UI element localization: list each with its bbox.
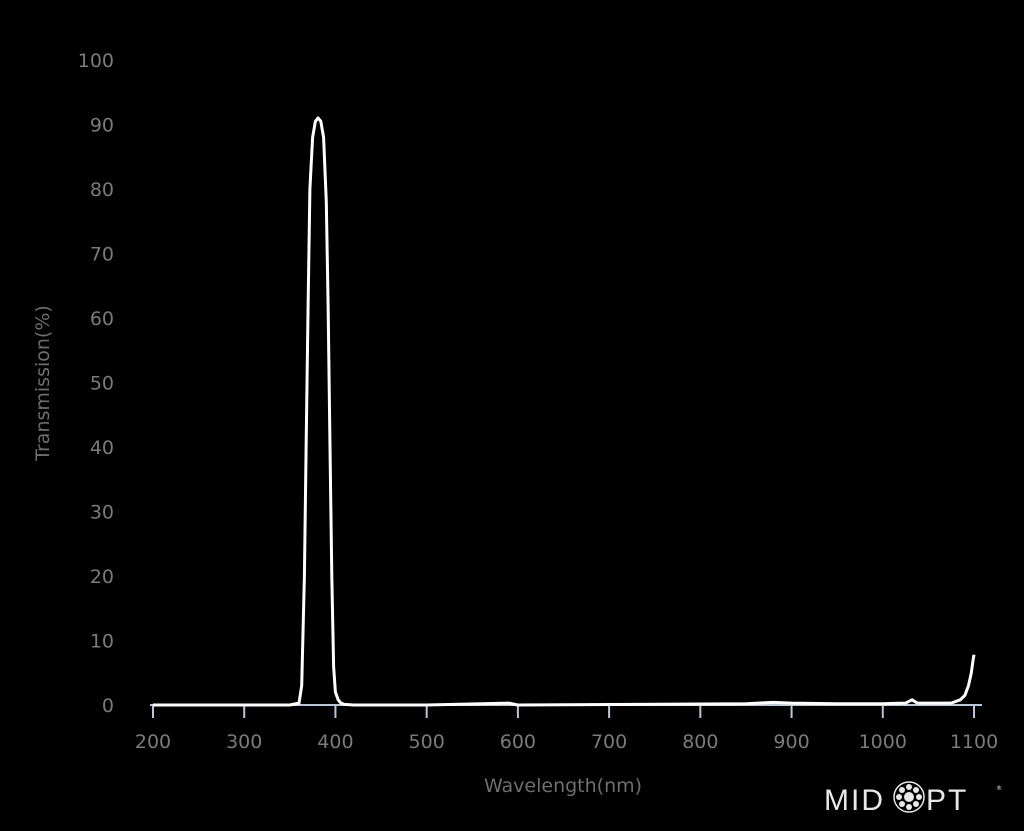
x-axis-title: Wavelength(nm) <box>484 775 642 797</box>
x-tick-label: 800 <box>682 731 718 753</box>
y-tick-label: 80 <box>90 179 114 201</box>
x-tick-label: 700 <box>591 731 627 753</box>
svg-text:®: ® <box>996 785 1002 792</box>
x-tick-label: 500 <box>409 731 445 753</box>
x-tick-label: 1000 <box>859 731 907 753</box>
x-axis-ticks: 200 300 400 500 600 700 800 900 1000 1100 <box>135 705 998 753</box>
x-tick-label: 300 <box>226 731 262 753</box>
x-tick-label: 400 <box>317 731 353 753</box>
y-tick-label: 90 <box>90 115 114 137</box>
svg-text:PT: PT <box>926 784 968 817</box>
x-tick-label: 200 <box>135 731 171 753</box>
y-tick-label: 10 <box>90 631 114 653</box>
y-axis-ticks: 0 10 20 30 40 50 60 70 80 90 100 <box>78 50 114 717</box>
y-tick-label: 20 <box>90 566 114 588</box>
y-tick-label: 30 <box>90 502 114 524</box>
midopt-logo: MID PT ® <box>824 781 1002 817</box>
x-tick-label: 1100 <box>950 731 998 753</box>
y-tick-label: 60 <box>90 308 114 330</box>
logo-lens-icon <box>893 781 925 813</box>
x-tick-label: 600 <box>500 731 536 753</box>
svg-text:MID: MID <box>824 784 885 817</box>
series-line <box>153 116 976 707</box>
y-tick-label: 50 <box>90 373 114 395</box>
y-tick-label: 40 <box>90 437 114 459</box>
x-tick-label: 900 <box>773 731 809 753</box>
y-tick-label: 0 <box>102 695 114 717</box>
y-tick-label: 70 <box>90 244 114 266</box>
y-axis-title: Transmission(%) <box>32 305 54 462</box>
y-tick-label: 100 <box>78 50 114 72</box>
